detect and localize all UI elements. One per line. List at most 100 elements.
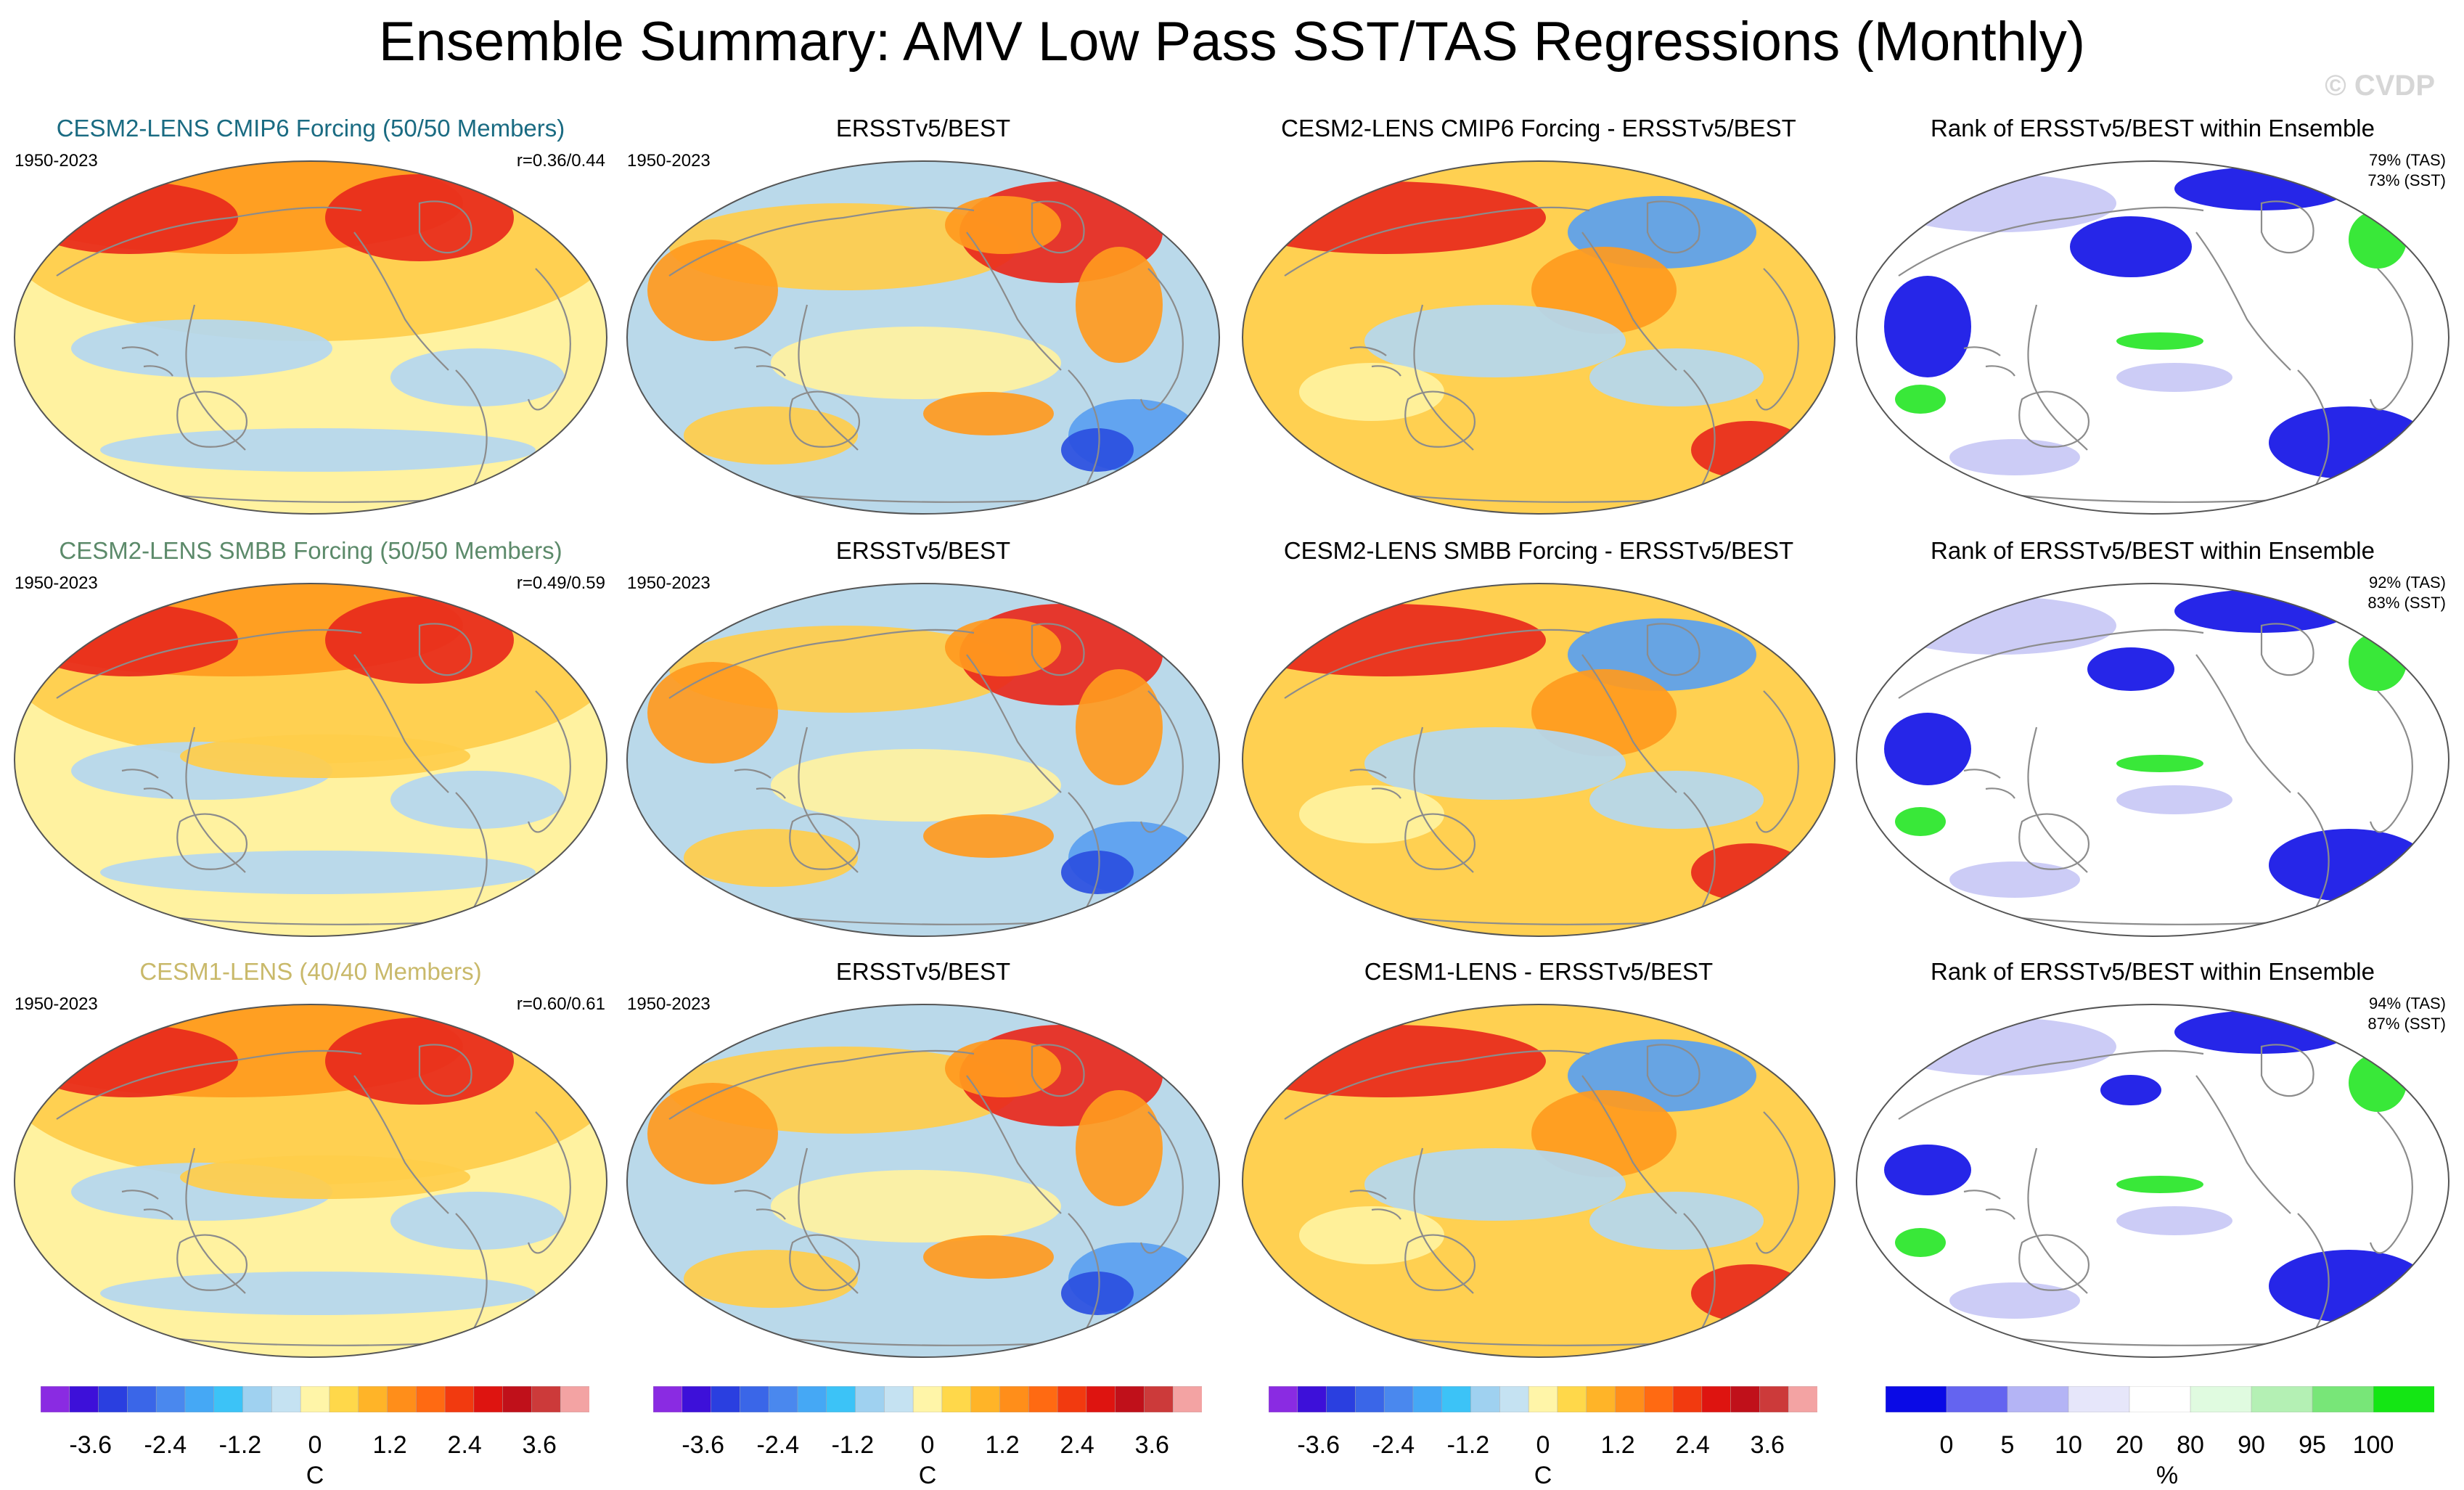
colorbar-rank-swatch — [2068, 1385, 2130, 1413]
panel-obs-row-3: ERSSTv5/BEST 1950-2023 — [626, 958, 1221, 1358]
colorbar-ensemble-tick: 3.6 — [522, 1431, 557, 1459]
pattern-correlation: r=0.49/0.59 — [516, 573, 605, 593]
panel-obs-row-1: ERSSTv5/BEST 1950-2023 — [626, 115, 1221, 515]
diff-map — [1242, 160, 1835, 515]
watermark: © CVDP — [2325, 70, 2435, 102]
colorbar-ensemble-swatch — [40, 1385, 70, 1413]
period-label: 1950-2023 — [627, 994, 711, 1014]
panel-ens-row-3: CESM1-LENS (40/40 Members) 1950-2023 r=0.6… — [13, 958, 608, 1358]
colorbar-ensemble-swatch — [271, 1385, 301, 1413]
colorbar-ensemble-tick: 0 — [308, 1431, 322, 1459]
obs-map — [626, 160, 1220, 515]
colorbar-difference-swatch — [1470, 1385, 1501, 1413]
panel-ens-row-1: CESM2-LENS CMIP6 Forcing (50/50 Members)… — [13, 115, 608, 515]
colorbar-difference-swatch — [1268, 1385, 1298, 1413]
colorbar-difference-swatch — [1586, 1385, 1616, 1413]
period-label: 1950-2023 — [15, 573, 98, 593]
ens-map — [14, 160, 607, 515]
rank-panel-title: Rank of ERSSTv5/BEST within Ensemble — [1931, 115, 2375, 142]
colorbar-observed-swatch — [768, 1385, 798, 1413]
colorbar-ensemble-swatch — [444, 1385, 475, 1413]
diff-map — [1242, 583, 1835, 937]
colorbar-difference-swatch — [1557, 1385, 1587, 1413]
colorbar-ensemble-swatch — [358, 1385, 388, 1413]
colorbar-ensemble-swatch — [155, 1385, 186, 1413]
colorbar-ensemble-tick: 1.2 — [372, 1431, 407, 1459]
ens-map — [14, 583, 607, 937]
colorbar-observed: -3.6 -2.4 -1.2 0 1.2 2.4 3.6 C — [652, 1385, 1203, 1489]
colorbar-observed-swatch — [1115, 1385, 1145, 1413]
colorbar-ensemble-swatch — [502, 1385, 533, 1413]
obs-panel-title: ERSSTv5/BEST — [835, 537, 1011, 564]
colorbar-difference-swatch — [1701, 1385, 1732, 1413]
colorbar-difference-swatches — [1268, 1385, 1818, 1413]
colorbar-difference-swatch — [1297, 1385, 1327, 1413]
colorbar-ensemble-unit: C — [306, 1462, 324, 1489]
rank-tas-label: 79% (TAS) — [2369, 151, 2446, 169]
colorbar-difference-swatch — [1499, 1385, 1529, 1413]
colorbar-observed-tick: 3.6 — [1134, 1431, 1169, 1459]
colorbar-difference-tick: -1.2 — [1446, 1431, 1490, 1459]
colorbar-ensemble-swatch — [560, 1385, 590, 1413]
colorbar-ensemble-swatch — [473, 1385, 504, 1413]
rank-sst-label: 87% (SST) — [2367, 1015, 2446, 1033]
colorbar-rank-tick: 0 — [1939, 1431, 1954, 1459]
colorbar-rank-swatch — [1885, 1385, 1947, 1413]
colorbar-rank-tick: 10 — [2055, 1431, 2082, 1459]
colorbar-difference-tick: -2.4 — [1372, 1431, 1415, 1459]
period-label: 1950-2023 — [15, 151, 98, 171]
panel-diff-row-1: CESM2-LENS CMIP6 Forcing - ERSSTv5/BEST — [1241, 115, 1836, 515]
colorbar-observed-swatch — [682, 1385, 712, 1413]
colorbar-ensemble-swatch — [416, 1385, 446, 1413]
colorbar-observed-tick: -2.4 — [756, 1431, 800, 1459]
colorbar-difference-tick: 0 — [1536, 1431, 1550, 1459]
colorbar-observed-swatch — [970, 1385, 1001, 1413]
period-label: 1950-2023 — [15, 994, 98, 1014]
colorbar-observed-tick: -3.6 — [682, 1431, 725, 1459]
colorbar-observed-swatch — [1144, 1385, 1174, 1413]
colorbar-difference-swatch — [1759, 1385, 1789, 1413]
colorbar-ensemble-swatch — [184, 1385, 215, 1413]
page-title: Ensemble Summary: AMV Low Pass SST/TAS R… — [378, 11, 2086, 73]
colorbar-rank-tick: 95 — [2299, 1431, 2326, 1459]
colorbar-difference-swatch — [1383, 1385, 1414, 1413]
rank-sst-label: 83% (SST) — [2367, 594, 2446, 612]
rank-panel-title: Rank of ERSSTv5/BEST within Ensemble — [1931, 958, 2375, 985]
colorbar-rank-unit: % — [2156, 1462, 2179, 1489]
colorbar-rank-tick: 5 — [2000, 1431, 2015, 1459]
pattern-correlation: r=0.36/0.44 — [516, 151, 605, 171]
colorbar-difference-swatch — [1355, 1385, 1385, 1413]
colorbar-difference-tick: 1.2 — [1600, 1431, 1635, 1459]
colorbar-observed-swatch — [1057, 1385, 1087, 1413]
colorbar-ensemble-tick: -3.6 — [69, 1431, 112, 1459]
colorbar-ensemble-tick: 2.4 — [447, 1431, 482, 1459]
colorbar-difference-swatch — [1326, 1385, 1356, 1413]
colorbar-observed-swatch — [740, 1385, 769, 1413]
diff-panel-title: CESM2-LENS CMIP6 Forcing - ERSSTv5/BEST — [1281, 115, 1796, 142]
rank-map — [1856, 1004, 2449, 1358]
obs-panel-title: ERSSTv5/BEST — [835, 115, 1011, 142]
colorbar-ensemble-swatch — [127, 1385, 157, 1413]
ens-panel-title: CESM2-LENS SMBB Forcing (50/50 Members) — [59, 537, 562, 564]
colorbar-rank-swatches — [1885, 1385, 2435, 1413]
colorbar-ensemble-swatch — [387, 1385, 417, 1413]
panel-rank-row-2: Rank of ERSSTv5/BEST within Ensemble 92% … — [1855, 537, 2450, 937]
colorbar-observed-swatch — [797, 1385, 827, 1413]
colorbar-difference-swatch — [1615, 1385, 1645, 1413]
colorbar-observed-unit: C — [918, 1462, 937, 1489]
colorbar-ensemble-swatch — [531, 1385, 561, 1413]
colorbar-observed-swatch — [1028, 1385, 1058, 1413]
colorbar-difference-swatch — [1528, 1385, 1558, 1413]
colorbar-observed-swatch — [652, 1385, 683, 1413]
diff-panel-title: CESM1-LENS - ERSSTv5/BEST — [1364, 958, 1714, 985]
colorbar-difference-swatch — [1441, 1385, 1472, 1413]
panel-diff-row-3: CESM1-LENS - ERSSTv5/BEST — [1241, 958, 1836, 1358]
colorbar-difference-swatch — [1672, 1385, 1703, 1413]
colorbar-rank-tick: 80 — [2177, 1431, 2204, 1459]
colorbar-observed-swatches — [652, 1385, 1203, 1413]
colorbar-ensemble-tick: -1.2 — [218, 1431, 262, 1459]
colorbar-difference-tick: 2.4 — [1675, 1431, 1710, 1459]
period-label: 1950-2023 — [627, 151, 711, 171]
colorbar-ensemble: -3.6 -2.4 -1.2 0 1.2 2.4 3.6 C — [40, 1385, 590, 1489]
colorbar-observed-swatch — [884, 1385, 914, 1413]
